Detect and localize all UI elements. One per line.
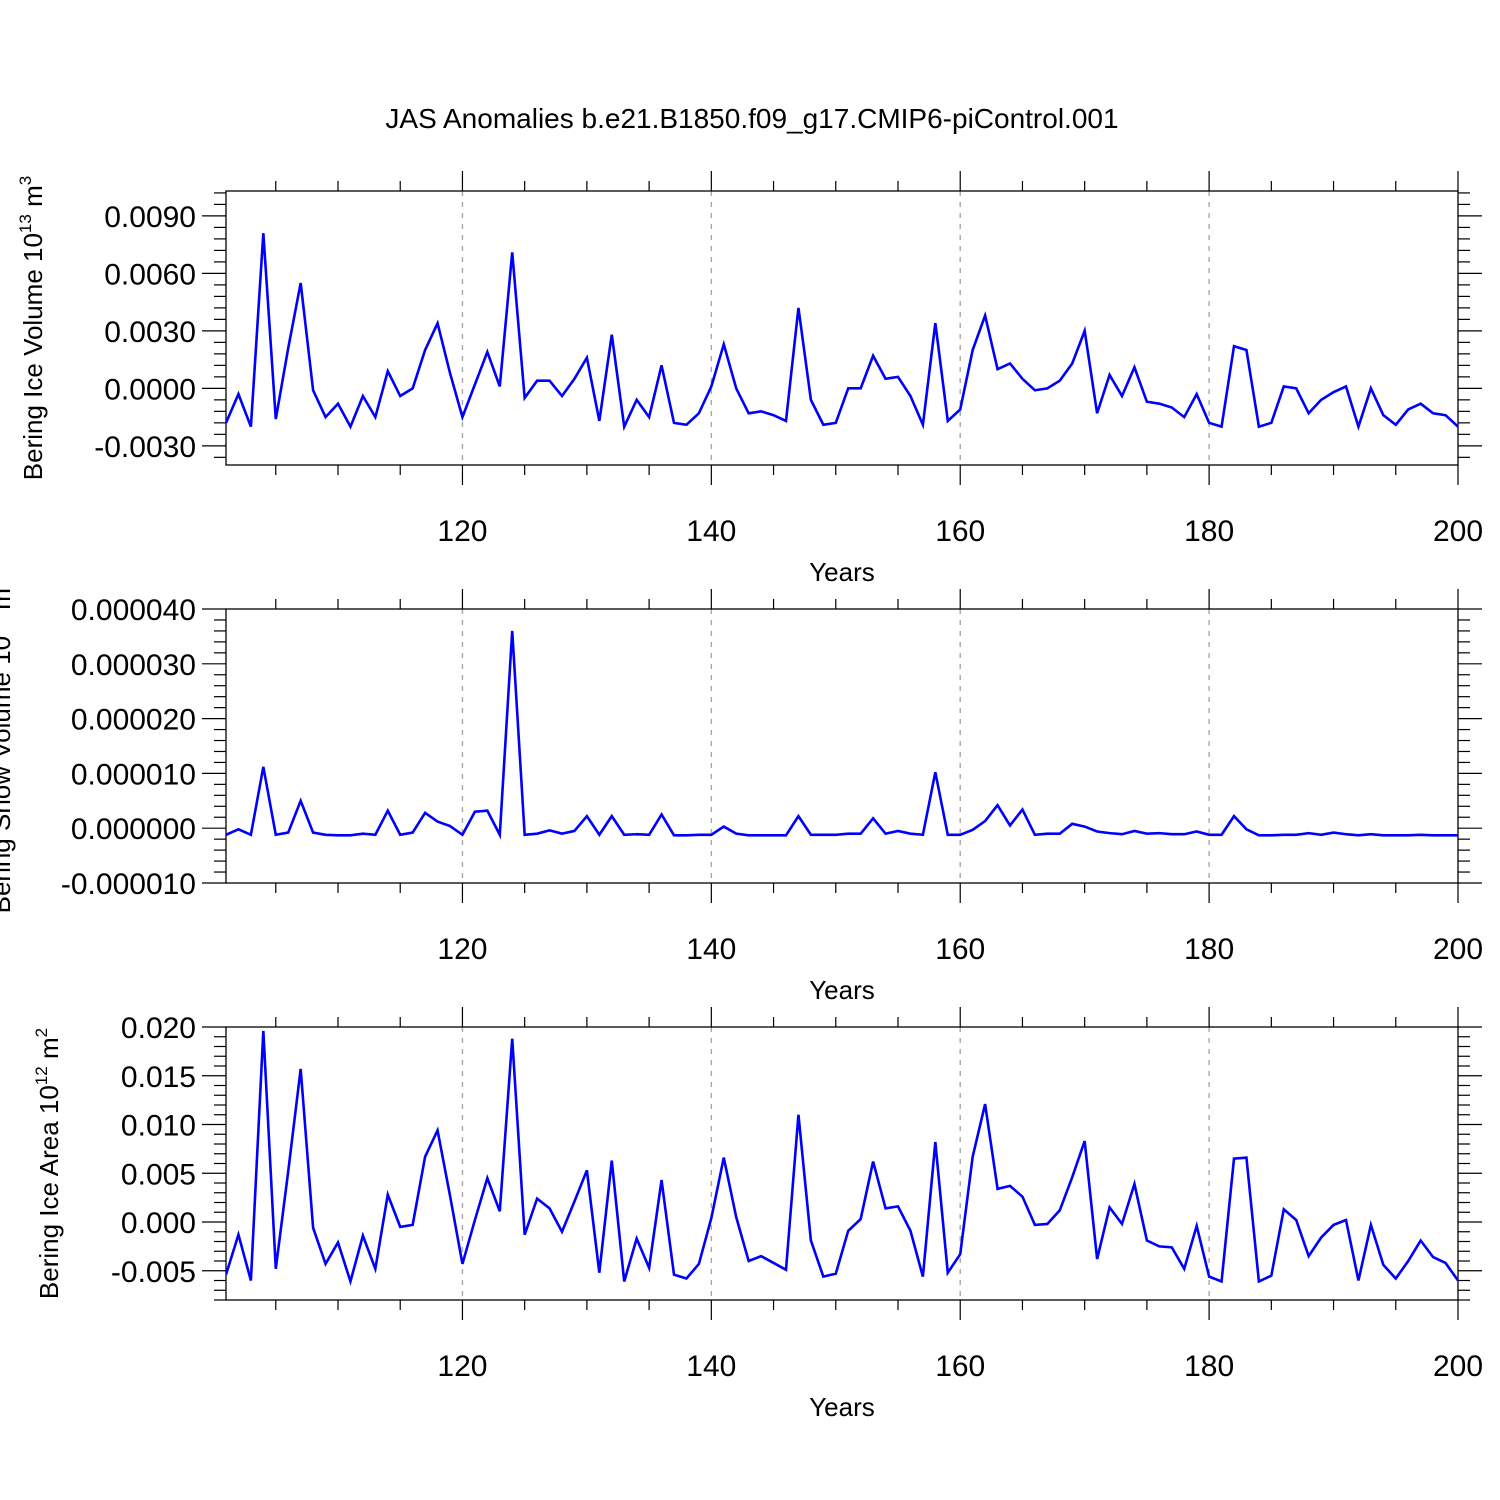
ice-volume-x-tick-label: 180 — [1184, 515, 1234, 548]
figure-title: JAS Anomalies b.e21.B1850.f09_g17.CMIP6-… — [385, 103, 1118, 134]
panel-ice-volume: 120 140 160 180 200 -0.0030 0.0000 0.0030 0.0060… — [16, 171, 1483, 587]
snow-volume-y-tick-label: 0.000010 — [71, 758, 196, 791]
ice-area-x-tick-label: 180 — [1184, 1350, 1234, 1383]
snow-volume-x-tick-label: 160 — [935, 933, 985, 966]
ice-area-y-tick-label: -0.005 — [111, 1256, 196, 1289]
snow-volume-x-axis-label: Years — [809, 975, 875, 1005]
snow-volume-series-line — [226, 630, 1458, 840]
snow-volume-y-tick-label: 0.000030 — [71, 649, 196, 682]
ice-volume-x-tick-label: 200 — [1433, 515, 1483, 548]
snow-volume-y-axis-label: Bering Snow Volume 1013 m3 — [0, 579, 16, 914]
ice-area-x-tick-label: 140 — [686, 1350, 736, 1383]
ice-volume-x-tick-label: 140 — [686, 515, 736, 548]
ice-volume-plot-frame — [225, 190, 1459, 466]
ice-area-y-tick-label: 0.015 — [121, 1061, 196, 1094]
ice-volume-x-tick-label: 120 — [437, 515, 487, 548]
ice-volume-y-tick-label: 0.0090 — [104, 201, 196, 234]
panel-snow-volume: 120 140 160 180 200 -0.000010 0.000000 0.000010… — [0, 579, 1483, 1005]
ice-volume-y-axis-label: Bering Ice Volume 1013 m3 — [16, 176, 48, 480]
ice-area-y-axis-label: Bering Ice Area 1012 m2 — [32, 1028, 64, 1299]
snow-volume-y-tick-label: 0.000000 — [71, 813, 196, 846]
ice-area-x-axis-label: Years — [809, 1392, 875, 1422]
ice-volume-y-tick-label: 0.0060 — [104, 258, 196, 291]
snow-volume-x-tick-label: 140 — [686, 933, 736, 966]
snow-volume-y-tick-label: -0.000010 — [61, 868, 196, 901]
ice-area-x-tick-label: 160 — [935, 1350, 985, 1383]
ice-volume-y-tick-label: -0.0030 — [94, 431, 196, 464]
ice-volume-x-tick-label: 160 — [935, 515, 985, 548]
ice-area-x-tick-label: 200 — [1433, 1350, 1483, 1383]
snow-volume-y-tick-label: 0.000040 — [71, 594, 196, 627]
ice-volume-y-tick-label: 0.0030 — [104, 316, 196, 349]
snow-volume-x-tick-label: 120 — [437, 933, 487, 966]
snow-volume-plot-frame — [225, 608, 1459, 884]
panels: 120 140 160 180 200 -0.0030 0.0000 0.0030 0.0060… — [0, 171, 1483, 1422]
snow-volume-y-tick-label: 0.000020 — [71, 704, 196, 737]
ice-volume-x-axis-label: Years — [809, 557, 875, 587]
ice-volume-y-tick-label: 0.0000 — [104, 373, 196, 406]
ice-area-y-tick-label: 0.010 — [121, 1110, 196, 1143]
ice-volume-series-line — [226, 233, 1458, 432]
panel-ice-area: 120 140 160 180 200 -0.005 0.000 0.005 0.010 0.01… — [32, 1007, 1483, 1422]
ice-area-series-line — [226, 1030, 1458, 1287]
ice-area-y-tick-label: 0.020 — [121, 1012, 196, 1045]
ice-area-x-tick-label: 120 — [437, 1350, 487, 1383]
snow-volume-x-tick-label: 180 — [1184, 933, 1234, 966]
ice-area-y-tick-label: 0.000 — [121, 1207, 196, 1240]
ice-area-y-tick-label: 0.005 — [121, 1158, 196, 1191]
snow-volume-x-tick-label: 200 — [1433, 933, 1483, 966]
